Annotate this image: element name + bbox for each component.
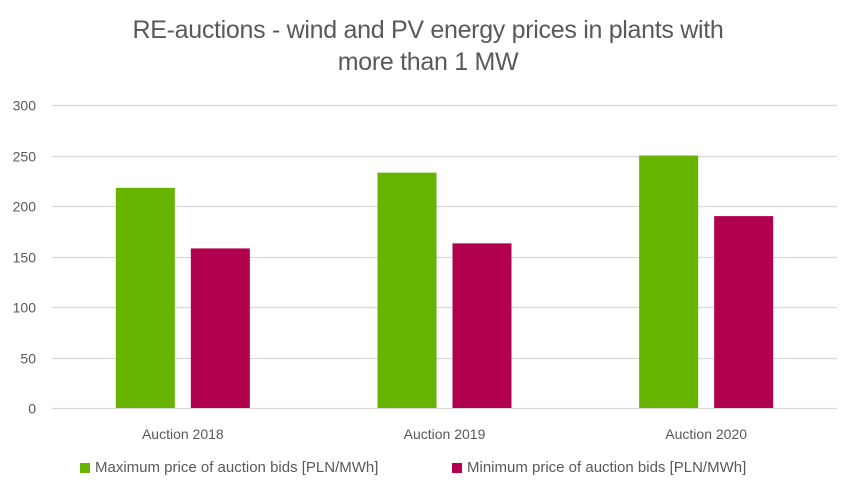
y-tick-label: 300 [13, 98, 37, 114]
legend-label-min: Minimum price of auction bids [PLN/MWh] [467, 459, 747, 476]
bar-max-2 [639, 155, 699, 408]
y-axis-ticks: 0 50 100 150 200 250 300 [13, 98, 37, 417]
bar-max-1 [377, 172, 437, 408]
bar-min-2 [714, 216, 774, 408]
y-tick-label: 0 [28, 401, 36, 417]
x-tick-label: Auction 2019 [404, 426, 486, 442]
gridlines [52, 104, 837, 410]
y-tick-label: 50 [20, 351, 36, 367]
legend-label-max: Maximum price of auction bids [PLN/MWh] [95, 459, 379, 476]
chart-title-line-1: RE-auctions - wind and PV energy prices … [132, 16, 724, 44]
bar-min-1 [452, 243, 512, 408]
x-axis-ticks: Auction 2018 Auction 2019 Auction 2020 [142, 426, 747, 442]
chart-title-line-2: more than 1 MW [337, 48, 519, 76]
legend-swatch-min [452, 462, 462, 473]
y-tick-label: 100 [13, 300, 37, 316]
bar-min-0 [190, 248, 250, 408]
bars [115, 155, 774, 408]
legend-swatch-max [80, 462, 90, 473]
x-tick-label: Auction 2018 [142, 426, 224, 442]
legend-item-max: Maximum price of auction bids [PLN/MWh] [80, 459, 378, 476]
bar-max-0 [115, 187, 175, 408]
y-tick-label: 250 [13, 149, 37, 165]
legend-item-min: Minimum price of auction bids [PLN/MWh] [452, 459, 746, 476]
y-tick-label: 150 [13, 250, 37, 266]
chart-title: RE-auctions - wind and PV energy prices … [0, 14, 856, 78]
y-tick-label: 200 [13, 199, 37, 215]
x-tick-label: Auction 2020 [665, 426, 747, 442]
